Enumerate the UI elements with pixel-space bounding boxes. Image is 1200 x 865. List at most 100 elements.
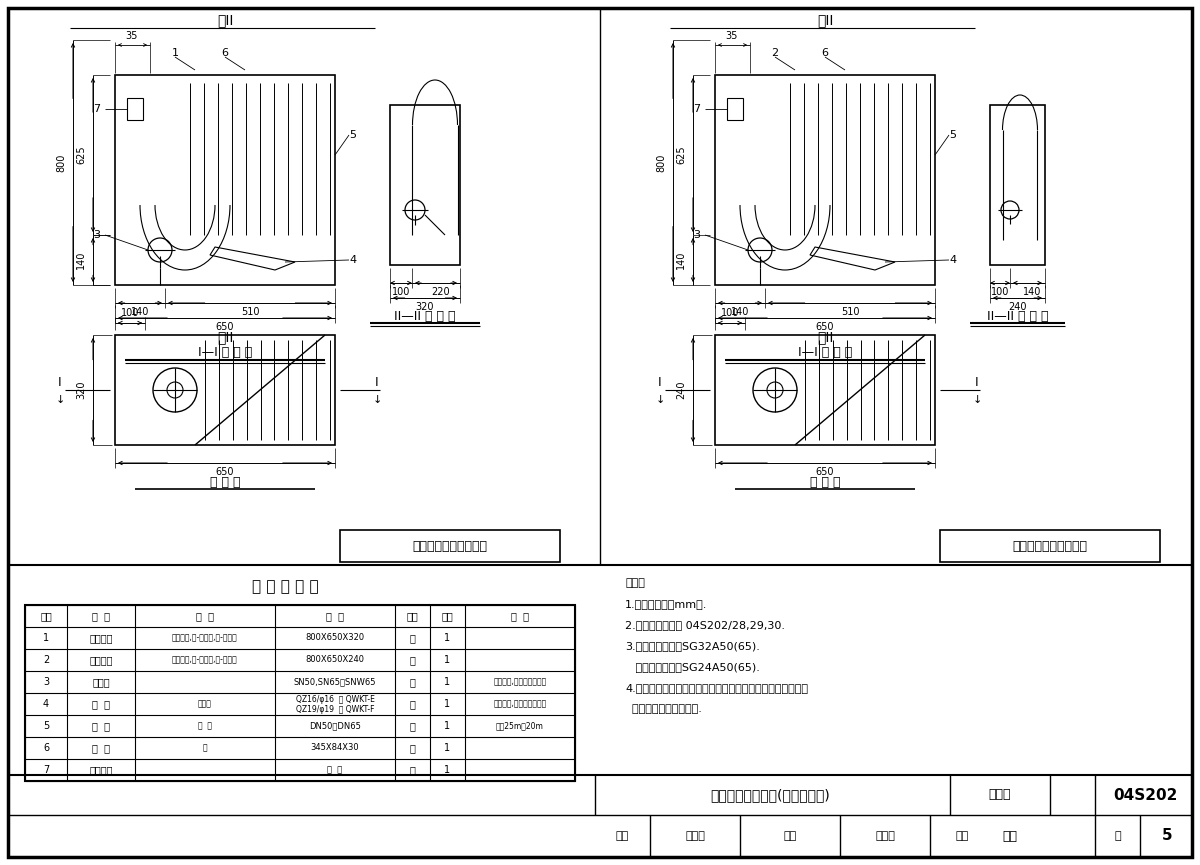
Text: 平 面 图: 平 面 图 [810,477,840,490]
Text: ↓: ↓ [972,395,982,405]
Text: ↓: ↓ [372,395,382,405]
Text: 4: 4 [349,255,356,265]
Text: 个: 个 [409,677,415,687]
Text: 800: 800 [56,153,66,171]
Text: 十II: 十II [817,13,833,27]
Text: 345X84X30: 345X84X30 [311,744,359,753]
Text: 挂  架: 挂 架 [92,743,110,753]
Text: QZ19/φ19  支 QWKT-F: QZ19/φ19 支 QWKT-F [295,704,374,714]
Text: 1: 1 [444,699,450,709]
Text: 1: 1 [444,765,450,775]
Text: 3: 3 [43,677,49,687]
Text: 5: 5 [43,721,49,731]
Text: 3: 3 [694,230,701,240]
Text: 140: 140 [731,307,749,317]
Text: 100: 100 [121,308,139,318]
Text: 1: 1 [444,677,450,687]
Text: 510: 510 [241,307,259,317]
Text: ↓: ↓ [55,395,65,405]
Text: 十II: 十II [217,13,233,27]
Text: 钣钢焊显,钢-铝合金,钢-不锈钢: 钣钢焊显,钢-铝合金,钢-不锈钢 [172,633,238,643]
Text: I: I [658,375,662,388]
Text: 套: 套 [409,743,415,753]
Text: 平 面 图: 平 面 图 [210,477,240,490]
Text: 2.消火栓箱安装见 04S202/28,29,30.: 2.消火栓箱安装见 04S202/28,29,30. [625,620,785,630]
Text: ↓: ↓ [655,395,665,405]
Text: 7: 7 [43,765,49,775]
Text: 水  带: 水 带 [92,721,110,731]
Text: 成  品: 成 品 [328,766,343,774]
Text: 范之育: 范之育 [685,831,704,841]
Bar [727,98,743,120]
Text: 240: 240 [1008,302,1027,312]
Text: 消火栓: 消火栓 [92,677,110,687]
Text: 140: 140 [1022,287,1042,297]
Text: 1: 1 [172,48,179,58]
Text: 钣钢焊显,钢-铝合金,钢-不锈钢: 钣钢焊显,钢-铝合金,钢-不锈钢 [172,656,238,664]
Text: 个: 个 [409,655,415,665]
Text: 5: 5 [1162,829,1172,843]
Bar [25,605,575,781]
Text: 800: 800 [656,153,666,171]
Text: 140: 140 [676,251,686,269]
Text: 单栓室内消火栓箱(丙型、丁型): 单栓室内消火栓箱(丙型、丁型) [710,788,830,802]
Text: 具体型号,规格由设计确定: 具体型号,规格由设计确定 [493,677,547,687]
Text: 625: 625 [676,145,686,164]
Text: 4.消火栓进水管如需要布置在底部右侧，箱内配置及箱门开启: 4.消火栓进水管如需要布置在底部右侧，箱内配置及箱门开启 [625,683,808,693]
Text: 650: 650 [816,467,834,477]
Text: 1: 1 [444,721,450,731]
Text: 十II: 十II [217,330,233,344]
Text: 丙型单栓室内消火栓箱: 丙型单栓室内消火栓箱 [413,540,487,553]
Text: 140: 140 [76,251,86,269]
Text: 320: 320 [415,302,434,312]
Text: 04S202: 04S202 [1112,787,1177,803]
Bar [715,335,935,445]
Text: 6: 6 [822,48,828,58]
Text: 规  格: 规 格 [326,611,344,621]
Text: 编号: 编号 [40,611,52,621]
Text: 35: 35 [126,31,138,41]
Text: 铝合金: 铝合金 [198,700,212,708]
Text: SN50,SN65或SNW65: SN50,SN65或SNW65 [294,677,377,687]
Text: 主 要 器 材 表: 主 要 器 材 表 [252,580,318,594]
Text: 村  胶: 村 胶 [198,721,212,731]
Text: 丁型单栓室内消火栓箱: 丁型单栓室内消火栓箱 [1013,540,1087,553]
Text: 35: 35 [726,31,738,41]
Text: 4: 4 [43,699,49,709]
Text: 7: 7 [694,104,701,114]
Bar [115,75,335,285]
Text: 2: 2 [772,48,779,58]
Text: 6: 6 [43,743,49,753]
Text: 5: 5 [949,130,956,140]
Text: 说明：: 说明： [625,578,644,588]
Text: 支: 支 [409,699,415,709]
Text: 625: 625 [76,145,86,164]
Text: 650: 650 [216,322,234,332]
Text: 220: 220 [432,287,450,297]
Text: 消防按钮: 消防按钮 [89,765,113,775]
Text: 100: 100 [991,287,1009,297]
Text: II—II 剖 面 图: II—II 剖 面 图 [395,311,456,324]
Text: 校对: 校对 [784,831,797,841]
Text: I—I 剖 面 图: I—I 剖 面 图 [798,347,852,360]
Text: 十II: 十II [817,330,833,344]
Text: 李文: 李文 [1002,830,1018,843]
Text: 钢: 钢 [203,744,208,753]
Text: 审核: 审核 [616,831,629,841]
Text: DN50或DN65: DN50或DN65 [310,721,361,731]
Text: 页: 页 [1115,831,1121,841]
Text: 3.丙型栓箱型号：SG32A50(65).: 3.丙型栓箱型号：SG32A50(65). [625,641,760,651]
Text: 510: 510 [841,307,859,317]
Text: 名  称: 名 称 [92,611,110,621]
Text: 水  枪: 水 枪 [92,699,110,709]
Text: 5: 5 [349,130,356,140]
Text: I—I 剖 面 图: I—I 剖 面 图 [198,347,252,360]
Text: 长度25m或20m: 长度25m或20m [496,721,544,731]
Text: I: I [58,375,62,388]
Text: 240: 240 [676,381,686,400]
Text: 丁型栓箱型号：SG24A50(65).: 丁型栓箱型号：SG24A50(65). [625,662,760,672]
Text: 650: 650 [216,467,234,477]
Text: 2: 2 [43,655,49,665]
Bar [715,75,935,285]
Text: 1: 1 [444,655,450,665]
